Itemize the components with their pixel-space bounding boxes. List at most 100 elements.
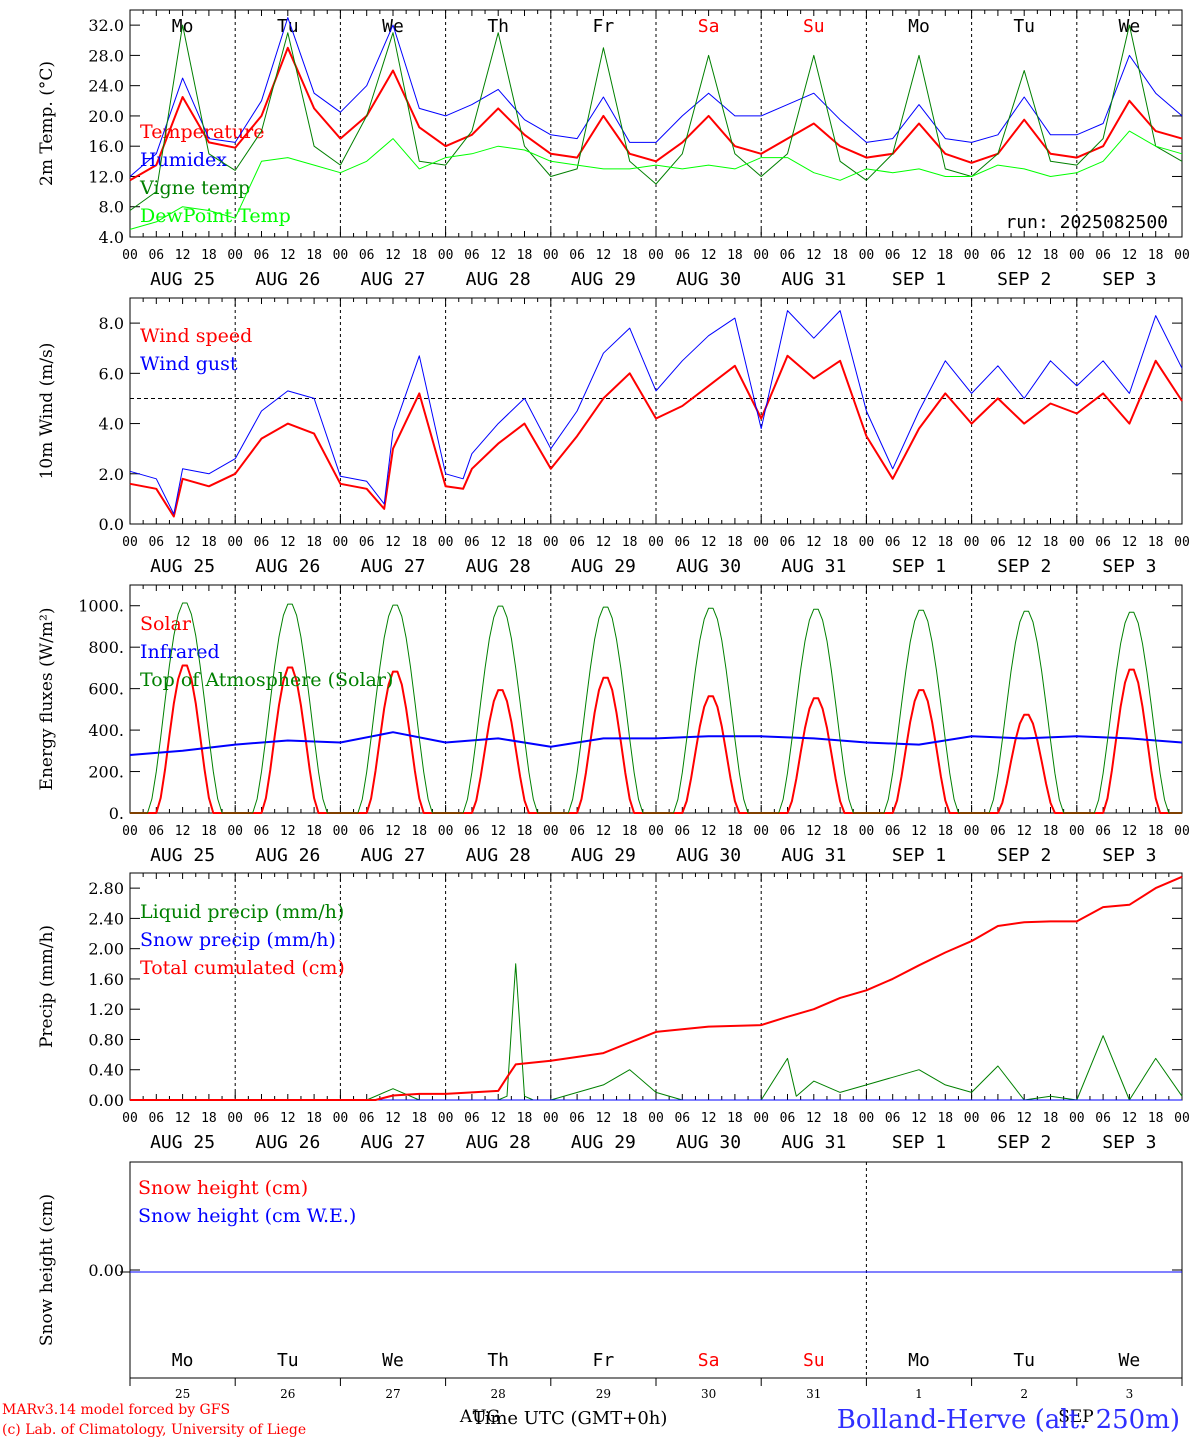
- hour-tick-label: 18: [832, 535, 848, 550]
- legend-entry: Total cumulated (cm): [140, 957, 345, 979]
- hour-tick-label: 00: [333, 248, 349, 263]
- hour-tick-label: 12: [385, 535, 401, 550]
- hour-tick-label: 18: [306, 248, 322, 263]
- hour-tick-label: 06: [885, 824, 901, 839]
- hour-tick-label: 00: [543, 824, 559, 839]
- series-line-2: [129, 24, 1183, 211]
- day-label: SEP 1: [892, 269, 946, 290]
- day-label: AUG 27: [360, 556, 425, 577]
- hour-tick-label: 18: [306, 1111, 322, 1126]
- month-label: SEP: [1058, 1407, 1094, 1427]
- hour-tick-label: 12: [385, 824, 401, 839]
- hour-tick-label: 12: [596, 248, 612, 263]
- hour-tick-label: 00: [648, 1111, 664, 1126]
- y-tick-label: 20.0: [88, 107, 124, 126]
- hour-tick-label: 06: [990, 535, 1006, 550]
- y-tick-label: 600.: [88, 680, 124, 699]
- day-label: AUG 25: [150, 845, 215, 866]
- hour-tick-label: 00: [122, 535, 138, 550]
- series-line-2: [130, 875, 1183, 1101]
- day-label: AUG 30: [676, 556, 741, 577]
- legend-entry: Humidex: [140, 149, 227, 171]
- day-number: 3: [1126, 1387, 1134, 1401]
- series-line-0: [129, 46, 1183, 182]
- hour-tick-label: 00: [1069, 1111, 1085, 1126]
- day-label: AUG 29: [571, 556, 636, 577]
- hour-tick-label: 12: [280, 248, 296, 263]
- hour-tick-label: 12: [175, 535, 191, 550]
- day-label: AUG 29: [571, 1132, 636, 1153]
- hour-tick-label: 06: [569, 1111, 585, 1126]
- y-tick-label: 8.0: [99, 314, 124, 333]
- hour-tick-label: 00: [227, 1111, 243, 1126]
- hour-tick-label: 00: [753, 824, 769, 839]
- weekday-label: Sa: [698, 1350, 720, 1371]
- hour-tick-label: 18: [832, 824, 848, 839]
- hour-tick-label: 12: [490, 824, 506, 839]
- hour-tick-label: 06: [885, 248, 901, 263]
- day-label: AUG 25: [150, 1132, 215, 1153]
- hour-tick-label: 06: [674, 824, 690, 839]
- hour-tick-label: 18: [1148, 248, 1164, 263]
- day-label: AUG 31: [781, 1132, 846, 1153]
- day-label: AUG 29: [571, 845, 636, 866]
- day-label: SEP 1: [892, 845, 946, 866]
- hour-tick-label: 12: [280, 535, 296, 550]
- hour-tick-label: 18: [1043, 535, 1059, 550]
- hour-tick-label: 00: [122, 248, 138, 263]
- legend-entry: DewPoint Temp: [140, 205, 291, 227]
- hour-tick-label: 12: [175, 1111, 191, 1126]
- y-tick-label: 800.: [88, 638, 124, 657]
- hour-tick-label: 12: [175, 824, 191, 839]
- run-annotation: run: 2025082500: [1005, 212, 1168, 233]
- day-label: AUG 28: [466, 269, 531, 290]
- hour-tick-label: 00: [543, 248, 559, 263]
- hour-tick-label: 06: [990, 1111, 1006, 1126]
- hour-tick-label: 12: [911, 535, 927, 550]
- day-label: AUG 29: [571, 269, 636, 290]
- hour-tick-label: 12: [911, 824, 927, 839]
- day-label: AUG 28: [466, 1132, 531, 1153]
- footer: MARv3.14 model forced by GFS (c) Lab. of…: [2, 1402, 1180, 1438]
- hour-tick-label: 00: [859, 535, 875, 550]
- hour-tick-label: 12: [1016, 1111, 1032, 1126]
- hour-tick-label: 12: [596, 1111, 612, 1126]
- y-tick-label: 0.: [109, 804, 124, 823]
- station-title: Bolland-Herve (alt. 250m): [837, 1405, 1180, 1435]
- hour-tick-label: 18: [1043, 248, 1059, 263]
- hour-tick-label: 18: [1043, 1111, 1059, 1126]
- day-label: AUG 27: [360, 1132, 425, 1153]
- hour-tick-label: 00: [438, 535, 454, 550]
- hour-tick-label: 06: [674, 1111, 690, 1126]
- y-tick-label: 2.80: [88, 879, 124, 898]
- hour-tick-label: 06: [148, 248, 164, 263]
- hour-tick-label: 18: [622, 248, 638, 263]
- hour-tick-label: 06: [148, 1111, 164, 1126]
- series-line-2: [130, 602, 1182, 814]
- hour-tick-label: 12: [1016, 248, 1032, 263]
- day-label: SEP 2: [997, 269, 1051, 290]
- hour-tick-label: 00: [1069, 535, 1085, 550]
- hour-tick-label: 12: [175, 248, 191, 263]
- hour-tick-label: 18: [517, 1111, 533, 1126]
- legend-entry: Wind speed: [140, 325, 252, 347]
- day-label: AUG 27: [360, 269, 425, 290]
- y-tick-label: 16.0: [88, 137, 124, 156]
- hour-tick-label: 12: [385, 248, 401, 263]
- hour-tick-label: 06: [780, 535, 796, 550]
- hour-tick-label: 18: [727, 535, 743, 550]
- hour-tick-label: 18: [1148, 535, 1164, 550]
- day-number: 31: [806, 1387, 821, 1401]
- credit-line-2: (c) Lab. of Climatology, University of L…: [2, 1422, 306, 1438]
- legend-entry: Liquid precip (mm/h): [140, 901, 344, 923]
- hour-tick-label: 12: [1016, 535, 1032, 550]
- legend-entry: Wind gust: [140, 353, 238, 375]
- day-label: AUG 28: [466, 556, 531, 577]
- hour-tick-label: 18: [1148, 1111, 1164, 1126]
- hour-tick-label: 18: [832, 248, 848, 263]
- y-tick-label: 2.40: [88, 909, 124, 928]
- day-label: SEP 3: [1102, 269, 1156, 290]
- legend-entry: Snow height (cm W.E.): [138, 1205, 356, 1227]
- day-label: AUG 26: [255, 269, 320, 290]
